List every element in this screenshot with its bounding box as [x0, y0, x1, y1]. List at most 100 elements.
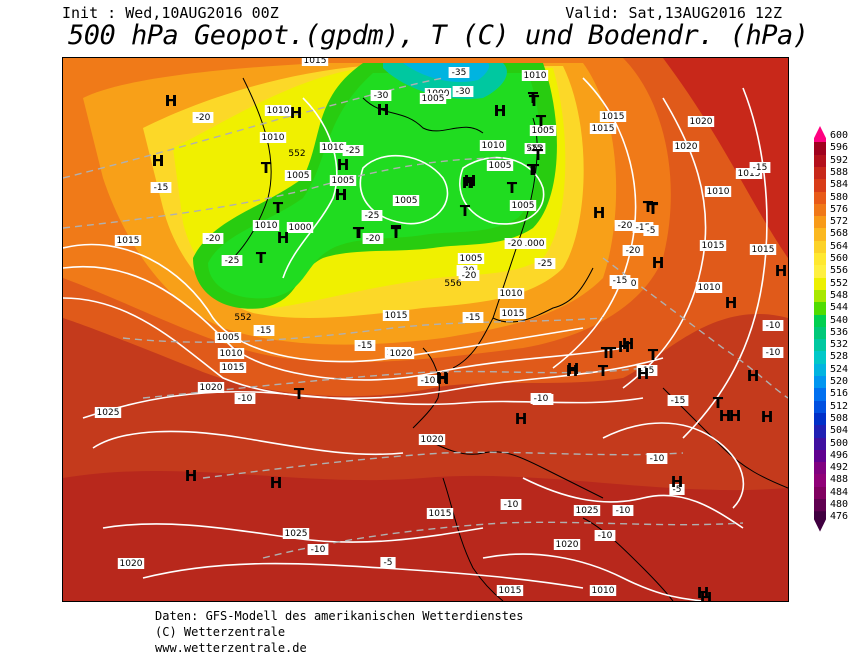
svg-text:1015: 1015 — [502, 309, 525, 319]
isotherm-value-label: -20 — [458, 270, 480, 281]
geopotential-label: 556 — [444, 279, 461, 289]
colorbar-swatch — [814, 388, 826, 402]
isotherm-d — [142, 367, 644, 399]
isotherm-value-label: -10 — [500, 499, 522, 510]
high-pressure-center: H — [622, 335, 635, 353]
svg-text:1010: 1010 — [267, 106, 290, 116]
colorbar-label: 536 — [830, 326, 849, 338]
isobar-value-label: 1020 — [687, 116, 715, 127]
isobar-value-label: 1010 — [521, 70, 549, 81]
svg-text:-20: -20 — [196, 113, 211, 123]
isotherm-value-label: -10 — [646, 453, 668, 464]
colorbar-swatch — [814, 240, 826, 254]
colorbar-label: 524 — [830, 363, 849, 375]
isobar-value-label: 1005 — [419, 93, 447, 104]
svg-text:-20: -20 — [462, 271, 477, 281]
isobar-c — [63, 297, 664, 400]
trough-center: T — [536, 112, 547, 130]
high-pressure-center: H — [437, 370, 450, 388]
isobar-value-label: 1015 — [114, 235, 142, 246]
colorbar-swatch — [814, 216, 826, 229]
isobar-h — [282, 97, 338, 279]
colorbar-label: 488 — [830, 474, 849, 486]
isotherm-value-label: -5 — [380, 557, 396, 568]
svg-text:-10: -10 — [504, 500, 519, 510]
isotherm-value-label: -25 — [342, 145, 364, 156]
colorbar-label: 528 — [830, 351, 849, 363]
svg-text:-20: -20 — [626, 246, 641, 256]
svg-text:1025: 1025 — [576, 506, 599, 516]
colorbar-swatch — [814, 437, 826, 451]
high-pressure-center: H — [377, 101, 390, 119]
high-pressure-center: H — [618, 338, 631, 356]
trough-center: T — [533, 146, 544, 164]
isobar-value-label: 1000 — [519, 238, 547, 249]
isotherm-value-label: -10 — [417, 375, 439, 386]
colorbar-swatch — [814, 474, 826, 488]
colorbar-label: 596 — [830, 142, 849, 154]
colorbar-label: 552 — [830, 277, 849, 289]
svg-text:1010: 1010 — [707, 187, 730, 197]
isobar-b — [63, 265, 624, 381]
isobar-value-label: 1025 — [94, 407, 122, 418]
coast-british-isles — [412, 347, 440, 429]
isobar-value-label: 1005 — [392, 195, 420, 206]
trough-center: T — [529, 161, 540, 179]
map-canvas: 1015 1010 1010 1005 1010 1005 1010 1015 1005 1000… — [63, 58, 788, 601]
isobar-low-1 — [359, 154, 449, 225]
colorbar-label: 560 — [830, 253, 849, 264]
svg-text:1010: 1010 — [592, 586, 615, 596]
svg-text:-25: -25 — [538, 259, 553, 269]
high-pressure-center: H — [494, 102, 507, 120]
isobar-value-label: 1010 — [479, 140, 507, 151]
colorbar-label: 568 — [830, 228, 849, 240]
colorbar-label: 548 — [830, 289, 849, 301]
isobar-value-label: 1020 — [117, 558, 145, 569]
svg-text:-15: -15 — [671, 396, 686, 406]
colorbar-label: 532 — [830, 339, 849, 351]
colorbar-swatch — [814, 277, 826, 291]
svg-text:1010: 1010 — [500, 289, 523, 299]
pressure-labels: 1015 1010 1010 1005 1010 1005 1010 1015 1005 1000… — [94, 58, 777, 596]
colorbar-label: 544 — [830, 302, 849, 314]
isobar-value-label: 1015 — [496, 585, 524, 596]
trough-center: T — [273, 199, 284, 217]
trough-center: T — [601, 344, 612, 362]
geopotential-label: 552 — [526, 144, 543, 154]
colorbar-swatch — [814, 142, 826, 156]
isobar-value-label: 1010 — [319, 142, 347, 153]
isobar-value-label: 1010 — [497, 288, 525, 299]
trough-center: T — [648, 199, 659, 217]
isotherm-f — [262, 521, 744, 559]
high-pressure-center: H — [165, 92, 178, 110]
svg-text:1010: 1010 — [255, 221, 278, 231]
trough-center: T — [648, 200, 659, 218]
isobar-n — [482, 553, 704, 601]
init-time-label: Init : Wed,10AUG2016 00Z — [62, 4, 279, 22]
trough-center: T — [256, 249, 267, 267]
colorbar-swatch — [814, 449, 826, 463]
coast-greenland — [232, 77, 272, 259]
svg-text:1015: 1015 — [385, 311, 408, 321]
high-pressure-center: H — [566, 362, 579, 380]
svg-text:1025: 1025 — [285, 529, 308, 539]
trough-center: T — [648, 346, 659, 364]
svg-text:-15: -15 — [154, 183, 169, 193]
coast-svalbard — [362, 97, 484, 134]
svg-text:1010: 1010 — [262, 133, 285, 143]
svg-text:-15: -15 — [753, 163, 768, 173]
isobar-value-label: 1015 — [735, 168, 763, 179]
isobar-value-label: 1010 — [704, 186, 732, 197]
svg-text:-25: -25 — [225, 256, 240, 266]
isotherm-value-label: -15 — [354, 340, 376, 351]
high-pressure-center: H — [462, 174, 475, 192]
isotherm-value-label: -20 — [614, 220, 636, 231]
isotherm-value-label: -10 — [530, 393, 552, 404]
svg-text:1010: 1010 — [482, 141, 505, 151]
colorbar-label: 500 — [830, 437, 849, 449]
svg-text:1005: 1005 — [287, 171, 310, 181]
svg-text:1010: 1010 — [322, 143, 345, 153]
svg-text:1015: 1015 — [592, 124, 615, 134]
colorbar-swatch — [814, 314, 826, 328]
isotherms — [63, 77, 788, 559]
